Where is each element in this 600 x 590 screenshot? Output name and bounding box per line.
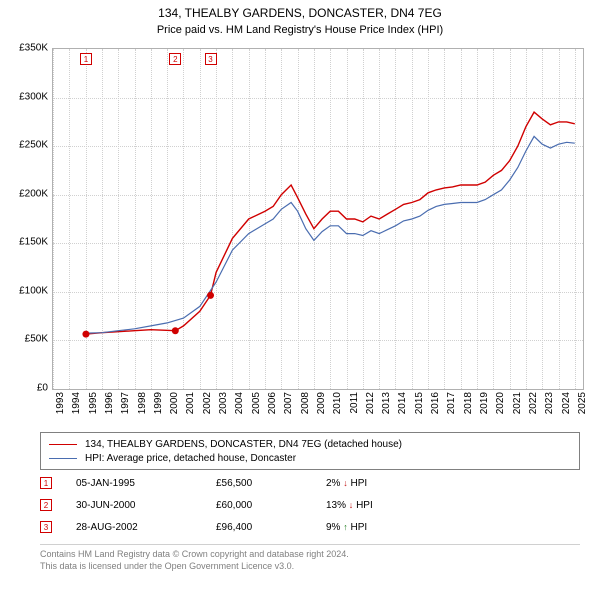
x-tick-label: 2023 <box>544 392 555 424</box>
sale-dot <box>172 327 179 334</box>
x-tick-label: 1994 <box>71 392 82 424</box>
x-tick-label: 2008 <box>300 392 311 424</box>
x-tick-label: 2011 <box>349 392 360 424</box>
y-tick-label: £200K <box>4 188 48 199</box>
x-tick-label: 2017 <box>446 392 457 424</box>
legend-label: HPI: Average price, detached house, Donc… <box>85 453 296 464</box>
chart-title: 134, THEALBY GARDENS, DONCASTER, DN4 7EG <box>0 0 600 22</box>
x-tick-label: 2013 <box>381 392 392 424</box>
x-tick-label: 2015 <box>414 392 425 424</box>
sale-row: 1 05-JAN-1995£56,5002% ↓ HPI <box>40 472 580 494</box>
sale-hpi: 13% ↓ HPI <box>326 500 446 511</box>
footnote: Contains HM Land Registry data © Crown c… <box>40 544 580 572</box>
chart-svg <box>53 49 583 389</box>
sale-marker: 1 <box>80 53 92 65</box>
x-tick-label: 2003 <box>218 392 229 424</box>
sale-price: £96,400 <box>216 522 326 533</box>
x-tick-label: 2016 <box>430 392 441 424</box>
y-tick-label: £250K <box>4 140 48 151</box>
sale-date: 30-JUN-2000 <box>76 500 216 511</box>
sale-hpi: 2% ↓ HPI <box>326 478 446 489</box>
y-tick-label: £0 <box>4 383 48 394</box>
sale-hpi: 9% ↑ HPI <box>326 522 446 533</box>
legend-label: 134, THEALBY GARDENS, DONCASTER, DN4 7EG… <box>85 439 402 450</box>
sale-date: 05-JAN-1995 <box>76 478 216 489</box>
sale-date: 28-AUG-2002 <box>76 522 216 533</box>
sale-row: 2 30-JUN-2000£60,00013% ↓ HPI <box>40 494 580 516</box>
legend-swatch <box>49 444 77 445</box>
x-tick-label: 2021 <box>512 392 523 424</box>
x-tick-label: 2004 <box>234 392 245 424</box>
footnote-line2: This data is licensed under the Open Gov… <box>40 561 294 571</box>
sale-row-marker: 3 <box>40 521 52 533</box>
x-tick-label: 2007 <box>283 392 294 424</box>
x-tick-label: 2020 <box>495 392 506 424</box>
hpi-arrow-icon: ↓ <box>343 478 348 488</box>
y-tick-label: £350K <box>4 43 48 54</box>
x-tick-label: 2009 <box>316 392 327 424</box>
legend-row: HPI: Average price, detached house, Donc… <box>49 451 571 465</box>
y-tick-label: £50K <box>4 334 48 345</box>
legend-swatch <box>49 458 77 459</box>
y-tick-label: £100K <box>4 285 48 296</box>
x-tick-label: 2006 <box>267 392 278 424</box>
sale-row-marker: 2 <box>40 499 52 511</box>
legend-box: 134, THEALBY GARDENS, DONCASTER, DN4 7EG… <box>40 432 580 470</box>
x-tick-label: 2018 <box>463 392 474 424</box>
y-tick-label: £300K <box>4 91 48 102</box>
x-tick-label: 2025 <box>577 392 588 424</box>
sale-price: £56,500 <box>216 478 326 489</box>
footnote-line1: Contains HM Land Registry data © Crown c… <box>40 549 349 559</box>
x-tick-label: 1995 <box>88 392 99 424</box>
legend-row: 134, THEALBY GARDENS, DONCASTER, DN4 7EG… <box>49 437 571 451</box>
x-tick-label: 1993 <box>55 392 66 424</box>
x-tick-label: 1998 <box>137 392 148 424</box>
sale-dot <box>82 331 89 338</box>
x-tick-label: 2019 <box>479 392 490 424</box>
sale-marker: 3 <box>205 53 217 65</box>
x-tick-label: 1996 <box>104 392 115 424</box>
x-tick-label: 2002 <box>202 392 213 424</box>
sales-table: 1 05-JAN-1995£56,5002% ↓ HPI 2 30-JUN-2000£… <box>40 472 580 538</box>
sale-marker: 2 <box>169 53 181 65</box>
sale-dot <box>207 292 214 299</box>
x-tick-label: 1999 <box>153 392 164 424</box>
x-tick-label: 2010 <box>332 392 343 424</box>
sale-row: 3 28-AUG-2002£96,4009% ↑ HPI <box>40 516 580 538</box>
chart-plot-area: 1 2 3 <box>52 48 584 390</box>
x-tick-label: 2014 <box>397 392 408 424</box>
x-tick-label: 2001 <box>185 392 196 424</box>
x-tick-label: 2012 <box>365 392 376 424</box>
series-line <box>86 136 575 333</box>
sale-row-marker: 1 <box>40 477 52 489</box>
chart-subtitle: Price paid vs. HM Land Registry's House … <box>0 22 600 36</box>
hpi-arrow-icon: ↓ <box>349 500 354 510</box>
series-line <box>86 112 575 334</box>
chart-container: 134, THEALBY GARDENS, DONCASTER, DN4 7EG… <box>0 0 600 590</box>
sale-price: £60,000 <box>216 500 326 511</box>
x-tick-label: 2022 <box>528 392 539 424</box>
x-tick-label: 2000 <box>169 392 180 424</box>
hpi-arrow-icon: ↑ <box>343 522 348 532</box>
x-tick-label: 2005 <box>251 392 262 424</box>
x-tick-label: 2024 <box>561 392 572 424</box>
y-tick-label: £150K <box>4 237 48 248</box>
x-tick-label: 1997 <box>120 392 131 424</box>
